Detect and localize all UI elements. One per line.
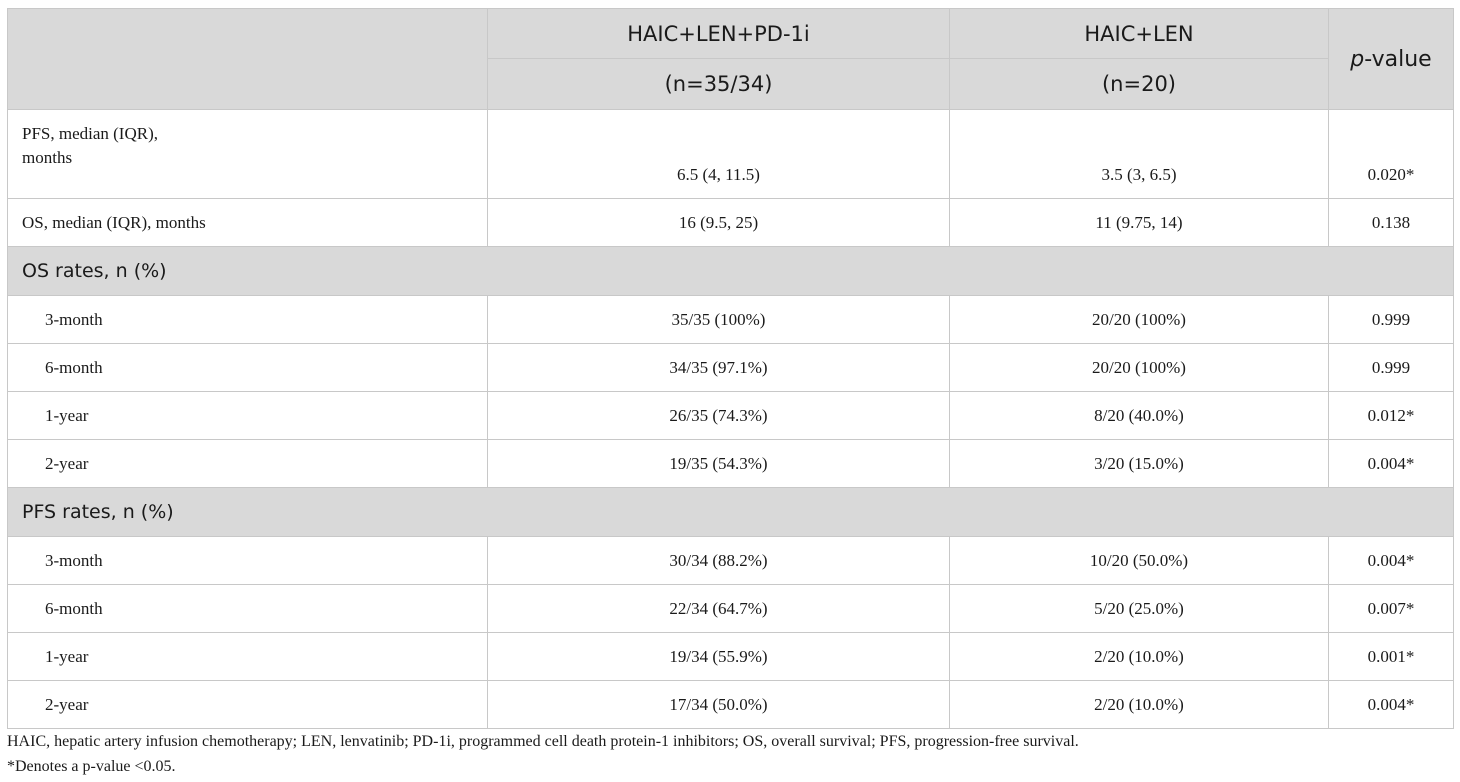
cell-group-a: 30/34 (88.2%): [487, 536, 950, 585]
footnote-abbreviations: HAIC, hepatic artery infusion chemothera…: [7, 733, 1079, 750]
row-label-line2: months: [22, 148, 73, 167]
table-footnotes: HAIC, hepatic artery infusion chemothera…: [7, 729, 1453, 779]
row-label: 1-year: [7, 632, 488, 681]
header-group-b-n: (n=20): [949, 58, 1329, 110]
cell-pvalue: 0.001*: [1328, 632, 1454, 681]
cell-group-a: 22/34 (64.7%): [487, 584, 950, 633]
cell-group-b: 20/20 (100%): [949, 343, 1329, 392]
cell-group-a: 34/35 (97.1%): [487, 343, 950, 392]
table-row: 3-month 30/34 (88.2%) 10/20 (50.0%) 0.00…: [7, 536, 1454, 585]
table-row: 3-month 35/35 (100%) 20/20 (100%) 0.999: [7, 295, 1454, 344]
cell-group-b: 8/20 (40.0%): [949, 391, 1329, 440]
table-row: 1-year 19/34 (55.9%) 2/20 (10.0%) 0.001*: [7, 632, 1454, 681]
cell-group-a: 26/35 (74.3%): [487, 391, 950, 440]
table-row: OS, median (IQR), months 16 (9.5, 25) 11…: [7, 198, 1454, 247]
cell-pvalue: 0.020*: [1328, 109, 1454, 199]
row-label-line1: PFS, median (IQR),: [22, 124, 158, 143]
cell-pvalue: 0.004*: [1328, 680, 1454, 729]
results-table-container: HAIC+LEN+PD-1i HAIC+LEN p-value (n=35/34…: [7, 8, 1454, 729]
cell-pvalue: 0.138: [1328, 198, 1454, 247]
table-row: 6-month 22/34 (64.7%) 5/20 (25.0%) 0.007…: [7, 584, 1454, 633]
header-group-b-name: HAIC+LEN: [949, 8, 1329, 59]
cell-group-b: 3/20 (15.0%): [949, 439, 1329, 488]
cell-pvalue: 0.999: [1328, 343, 1454, 392]
cell-group-a: 6.5 (4, 11.5): [487, 109, 950, 199]
cell-pvalue: 0.012*: [1328, 391, 1454, 440]
table-row: 6-month 34/35 (97.1%) 20/20 (100%) 0.999: [7, 343, 1454, 392]
header-blank-cell: [7, 8, 488, 110]
cell-group-a: 35/35 (100%): [487, 295, 950, 344]
row-label: 1-year: [7, 391, 488, 440]
footnote-significance: *Denotes a p-value <0.05.: [7, 758, 176, 775]
pvalue-suffix: -value: [1364, 46, 1432, 72]
cell-pvalue: 0.004*: [1328, 536, 1454, 585]
section-row-os: OS rates, n (%): [7, 246, 1454, 296]
cell-group-a: 17/34 (50.0%): [487, 680, 950, 729]
table-row: PFS, median (IQR), months 6.5 (4, 11.5) 3…: [7, 109, 1454, 199]
section-title: PFS rates, n (%): [7, 487, 1454, 537]
cell-group-b: 20/20 (100%): [949, 295, 1329, 344]
cell-group-b: 2/20 (10.0%): [949, 680, 1329, 729]
cell-group-a: 19/34 (55.9%): [487, 632, 950, 681]
header-group-a-name: HAIC+LEN+PD-1i: [487, 8, 950, 59]
table-row: 2-year 19/35 (54.3%) 3/20 (15.0%) 0.004*: [7, 439, 1454, 488]
header-pvalue: p-value: [1328, 8, 1454, 110]
cell-group-b: 3.5 (3, 6.5): [949, 109, 1329, 199]
row-label: 2-year: [7, 680, 488, 729]
cell-pvalue: 0.004*: [1328, 439, 1454, 488]
pvalue-italic-p: p: [1350, 46, 1365, 72]
row-label: 3-month: [7, 295, 488, 344]
table-row: 1-year 26/35 (74.3%) 8/20 (40.0%) 0.012*: [7, 391, 1454, 440]
section-title: OS rates, n (%): [7, 246, 1454, 296]
cell-group-b: 2/20 (10.0%): [949, 632, 1329, 681]
row-label: 6-month: [7, 343, 488, 392]
row-label: PFS, median (IQR), months: [7, 109, 488, 199]
cell-group-a: 19/35 (54.3%): [487, 439, 950, 488]
row-label: 6-month: [7, 584, 488, 633]
cell-pvalue: 0.007*: [1328, 584, 1454, 633]
cell-pvalue: 0.999: [1328, 295, 1454, 344]
row-label: OS, median (IQR), months: [7, 198, 488, 247]
cell-group-b: 10/20 (50.0%): [949, 536, 1329, 585]
row-label: 3-month: [7, 536, 488, 585]
cell-group-a: 16 (9.5, 25): [487, 198, 950, 247]
section-row-pfs: PFS rates, n (%): [7, 487, 1454, 537]
row-label: 2-year: [7, 439, 488, 488]
survival-results-table: HAIC+LEN+PD-1i HAIC+LEN p-value (n=35/34…: [7, 8, 1454, 729]
table-header: HAIC+LEN+PD-1i HAIC+LEN p-value (n=35/34…: [7, 8, 1454, 110]
cell-group-b: 5/20 (25.0%): [949, 584, 1329, 633]
header-group-a-n: (n=35/34): [487, 58, 950, 110]
cell-group-b: 11 (9.75, 14): [949, 198, 1329, 247]
table-body: PFS, median (IQR), months 6.5 (4, 11.5) 3…: [7, 109, 1454, 729]
table-row: 2-year 17/34 (50.0%) 2/20 (10.0%) 0.004*: [7, 680, 1454, 729]
